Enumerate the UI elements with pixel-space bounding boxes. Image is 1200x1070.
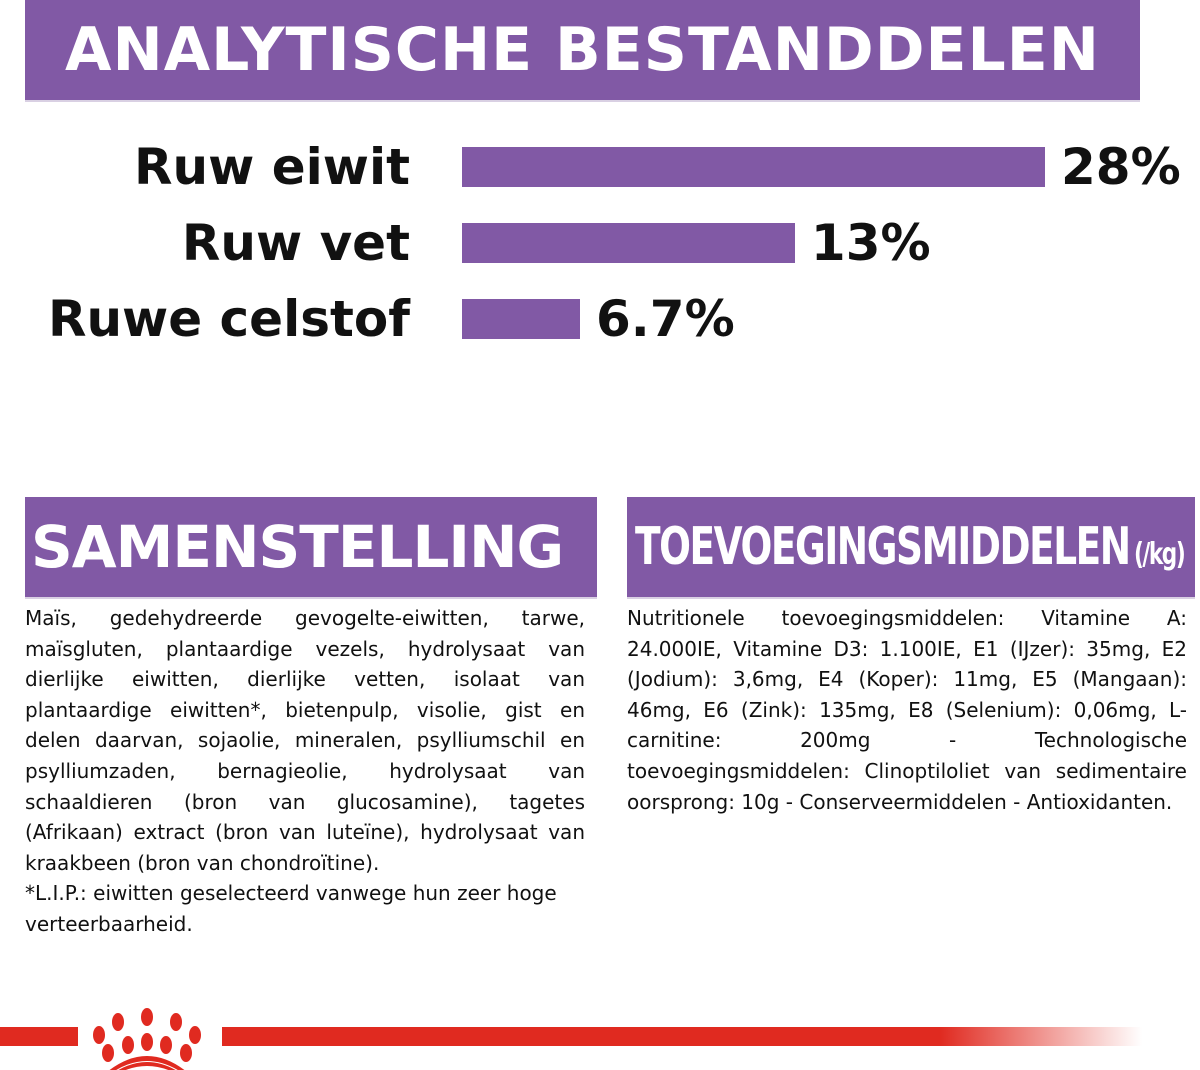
footer-red-line-right [222, 1027, 1142, 1046]
bar-ruw-eiwit [462, 147, 1045, 187]
bar-label: Ruwe celstof [47, 290, 410, 348]
header-title: ANALYTISCHE BESTANDDELEN [65, 15, 1100, 85]
bar-value-label: 6.7% [596, 290, 735, 348]
bar-value-label: 28% [1061, 138, 1181, 196]
additives-unit: (/kg) [1134, 537, 1186, 572]
footer-red-line-left [0, 1027, 78, 1046]
bar-ruw-vet [462, 223, 795, 263]
composition-title: SAMENSTELLING [31, 513, 564, 581]
additives-header: TOEVOEGINGSMIDDELEN (/kg) [627, 497, 1195, 597]
additives-text: Nutritionele toevoegingsmiddelen: Vitami… [627, 606, 1187, 814]
composition-text-block: Maïs, gedehydreerde gevogelte-eiwitten, … [25, 603, 585, 940]
royal-canin-crown-logo [93, 1008, 201, 1070]
composition-text: Maïs, gedehydreerde gevogelte-eiwitten, … [25, 606, 585, 875]
bar-label: Ruw eiwit [134, 138, 410, 196]
bar-value-label: 13% [810, 214, 931, 272]
bar-ruwe-celstof [462, 299, 580, 339]
bar-label: Ruw vet [181, 214, 410, 272]
composition-footnote: *L.I.P.: eiwitten geselecteerd vanwege h… [25, 881, 557, 936]
additives-title: TOEVOEGINGSMIDDELEN [635, 517, 1131, 577]
analytical-constituents-header: ANALYTISCHE BESTANDDELEN [25, 0, 1140, 100]
composition-header: SAMENSTELLING [25, 497, 597, 597]
